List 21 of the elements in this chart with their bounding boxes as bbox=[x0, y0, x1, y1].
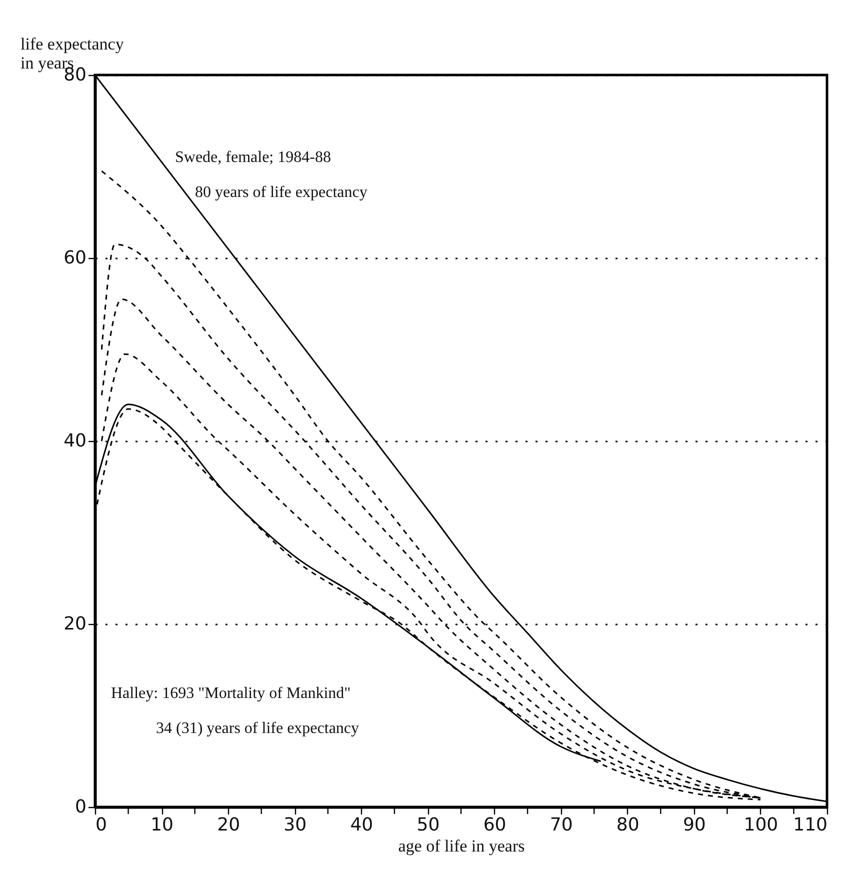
annotation: 80 years of life expectancy bbox=[195, 184, 368, 201]
x-tick-label: 0 bbox=[96, 814, 107, 836]
x-tick-label: 20 bbox=[217, 814, 240, 836]
annotation: Swede, female; 1984-88 bbox=[175, 149, 331, 166]
annotation: Halley: 1693 "Mortality of Mankind" bbox=[111, 685, 351, 702]
x-tick-label: 50 bbox=[416, 814, 440, 836]
x-tick-label: 110 bbox=[793, 814, 828, 836]
y-tick-label: 40 bbox=[64, 430, 86, 452]
x-tick-label: 30 bbox=[284, 814, 307, 836]
y-tick-label: 0 bbox=[75, 796, 86, 818]
x-axis-title: age of life in years bbox=[398, 836, 525, 856]
x-tick-label: 100 bbox=[744, 814, 778, 836]
x-tick-label: 80 bbox=[616, 814, 640, 836]
y-tick-label: 60 bbox=[64, 248, 86, 268]
x-tick-label: 70 bbox=[550, 814, 573, 836]
x-tick-label: 10 bbox=[150, 814, 174, 836]
y-tick-label: 20 bbox=[64, 614, 86, 634]
annotation: 34 (31) years of life expectancy bbox=[156, 720, 360, 737]
x-tick-label: 90 bbox=[682, 814, 706, 836]
x-tick-label: 40 bbox=[350, 814, 374, 836]
x-tick-label: 60 bbox=[483, 814, 506, 836]
